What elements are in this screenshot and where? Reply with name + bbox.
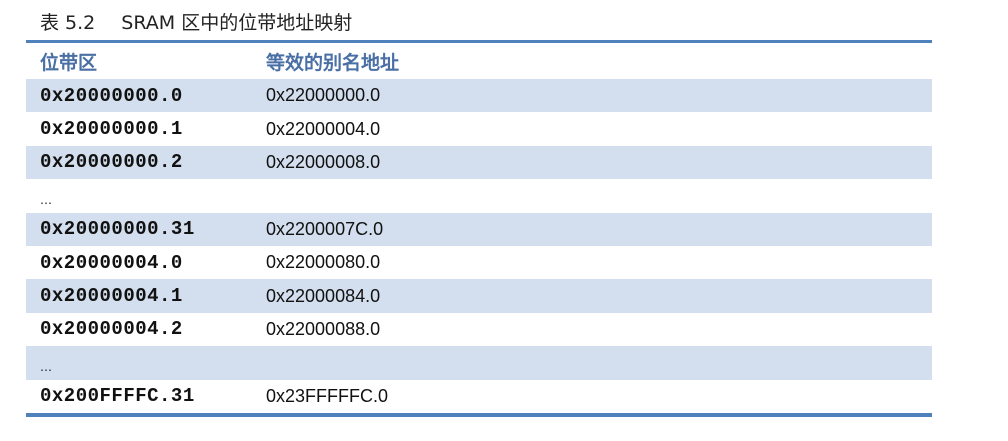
bitband-address-cell: 0x20000000.31 (40, 218, 195, 241)
bitband-address-cell: 0x20000000.2 (40, 151, 183, 174)
bitband-address-cell: 0x20000004.2 (40, 318, 183, 341)
table-row: 0x20000004.1 0x22000084.0 (26, 279, 932, 313)
bitband-address-cell: 0x20000004.0 (40, 251, 183, 274)
alias-address-cell: 0x22000008.0 (266, 151, 381, 172)
alias-address-cell: 0x22000084.0 (266, 285, 381, 306)
table-row: 0x200FFFFC.31 0x23FFFFFC.0 (26, 380, 932, 413)
table-row: … (26, 179, 932, 212)
caption-number: 表 5.2 (40, 12, 96, 34)
table-header: 位带区 等效的别名地址 (26, 43, 932, 79)
bitband-address-cell: 0x20000004.1 (40, 285, 183, 308)
table-row: 0x20000000.0 0x22000000.0 (26, 79, 932, 113)
alias-address-cell: 0x22000088.0 (266, 318, 381, 339)
ellipsis-cell: … (40, 192, 52, 207)
bitband-address-cell: 0x20000000.1 (40, 118, 183, 141)
alias-address-cell: 0x22000000.0 (266, 85, 381, 106)
alias-address-cell: 0x22000004.0 (266, 118, 381, 139)
table-row: … (26, 346, 932, 380)
table-caption: 表 5.2 SRAM 区中的位带地址映射 (40, 8, 352, 35)
alias-address-cell: 0x2200007C.0 (266, 218, 384, 239)
bitband-mapping-table: 位带区 等效的别名地址 0x20000000.0 0x22000000.0 0x20… (26, 40, 932, 417)
table-row: 0x20000004.2 0x22000088.0 (26, 313, 932, 346)
bitband-address-cell: 0x200FFFFC.31 (40, 385, 195, 408)
header-alias-address: 等效的别名地址 (266, 51, 400, 74)
ellipsis-cell: … (40, 359, 52, 374)
header-bitband-region: 位带区 (40, 51, 98, 74)
table-row: 0x20000000.2 0x22000008.0 (26, 145, 932, 180)
table-row: 0x20000004.0 0x22000080.0 (26, 246, 932, 279)
alias-address-cell: 0x23FFFFFC.0 (266, 385, 389, 406)
alias-address-cell: 0x22000080.0 (266, 252, 381, 273)
table-row: 0x20000000.1 0x22000004.0 (26, 112, 932, 145)
caption-title: SRAM 区中的位带地址映射 (121, 12, 353, 34)
table-row: 0x20000000.31 0x2200007C.0 (26, 212, 932, 246)
bitband-address-cell: 0x20000000.0 (40, 84, 183, 107)
